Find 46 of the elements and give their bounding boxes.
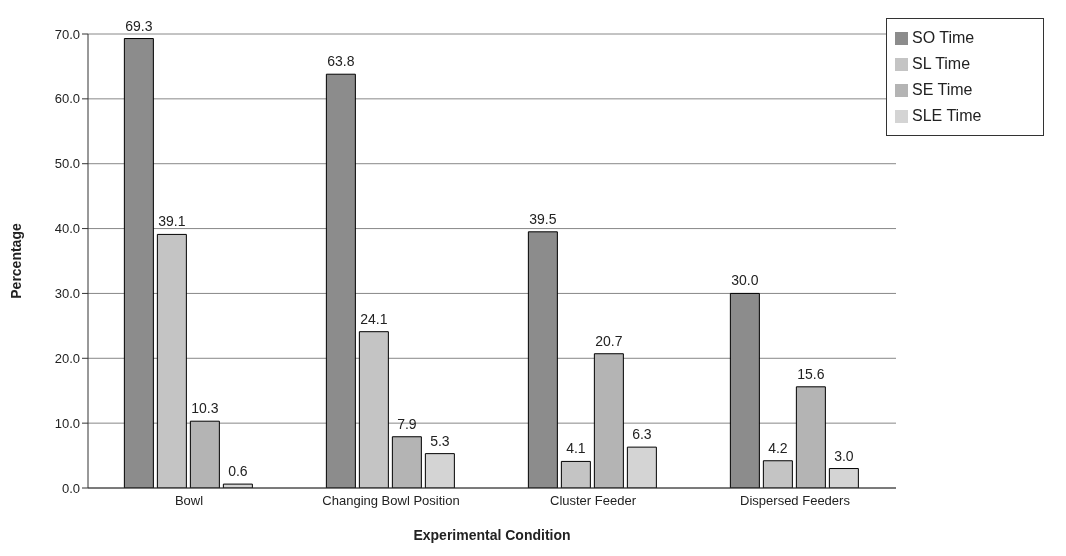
y-tick-label: 20.0: [54, 350, 80, 366]
data-label: 24.1: [360, 310, 388, 327]
bar: [560, 460, 591, 488]
bar: [358, 331, 389, 488]
bar: [795, 386, 826, 488]
data-label: 20.7: [595, 332, 623, 349]
data-label: 15.6: [797, 365, 825, 382]
data-label: 63.8: [327, 53, 355, 70]
bar: [762, 460, 793, 488]
bar: [391, 436, 422, 488]
data-label: 4.1: [566, 440, 586, 457]
x-tick-label: Dispersed Feeders: [740, 493, 851, 509]
data-label: 4.2: [768, 439, 788, 456]
data-label: 39.5: [529, 210, 557, 227]
y-tick-label: 10.0: [54, 415, 80, 431]
data-label: 39.1: [158, 213, 186, 230]
bar: [189, 420, 220, 488]
data-label: 0.6: [228, 463, 248, 480]
x-axis-title: Experimental Condition: [413, 527, 571, 543]
bar: [222, 483, 253, 488]
data-label: 3.0: [834, 447, 854, 464]
y-tick-label: 50.0: [54, 156, 80, 172]
data-label: 7.9: [397, 415, 417, 432]
bar: [593, 353, 624, 488]
bar: [828, 468, 859, 488]
data-label: 10.3: [191, 400, 219, 417]
data-label: 6.3: [632, 426, 652, 443]
y-tick-label: 60.0: [54, 91, 80, 107]
data-label: 69.3: [125, 17, 153, 34]
bar: [424, 453, 455, 488]
data-label: 5.3: [430, 432, 450, 449]
y-tick-label: 40.0: [54, 221, 80, 237]
data-label: 30.0: [731, 272, 759, 289]
legend-label: SL Time: [912, 55, 971, 72]
bar: [156, 233, 187, 488]
x-tick-label: Changing Bowl Position: [322, 493, 460, 509]
bar: [626, 446, 657, 488]
y-tick-label: 70.0: [54, 26, 80, 42]
legend-label: SE Time: [912, 81, 973, 98]
y-tick-label: 30.0: [54, 286, 80, 302]
x-tick-label: Bowl: [174, 493, 204, 509]
y-tick-label: 0.0: [61, 480, 80, 496]
y-axis-title: Percentage: [7, 223, 24, 299]
legend-label: SLE Time: [912, 107, 982, 124]
legend-label: SO Time: [912, 29, 975, 46]
x-tick-label: Cluster Feeder: [550, 493, 637, 509]
